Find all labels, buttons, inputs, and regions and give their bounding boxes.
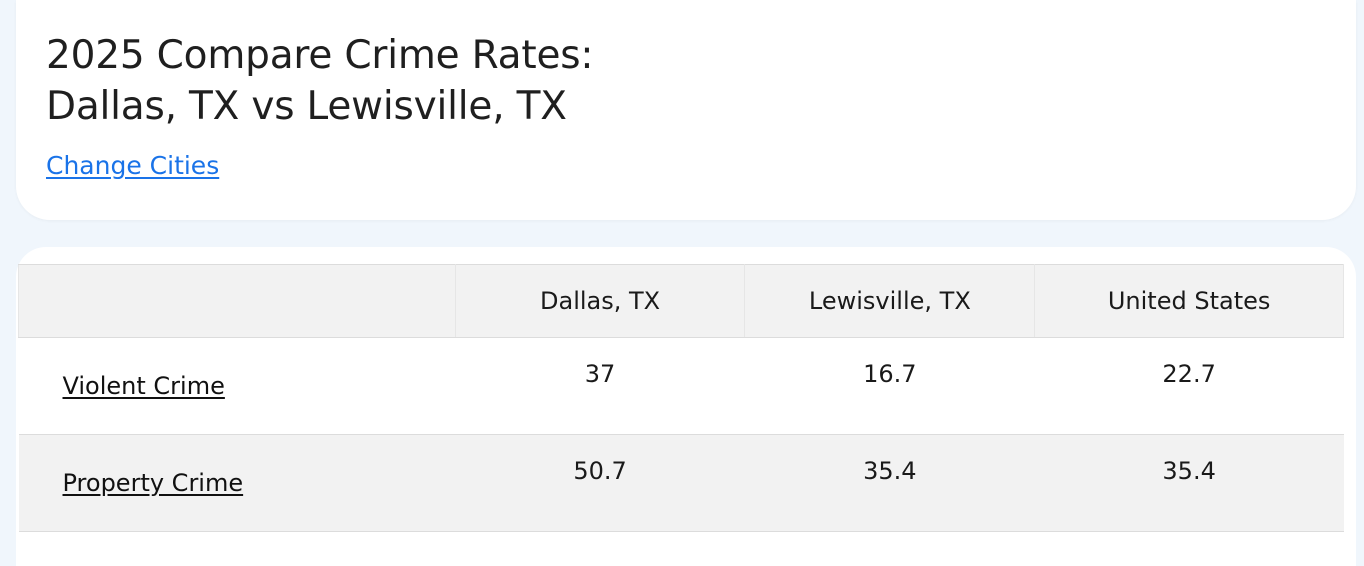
column-header-empty bbox=[18, 264, 456, 338]
row-label-cell: Violent Crime bbox=[18, 337, 456, 435]
table-cell-lewisville: 16.7 bbox=[744, 337, 1035, 435]
table-row: Violent Crime 37 16.7 22.7 bbox=[18, 337, 1344, 435]
table-header-row: Dallas, TX Lewisville, TX United States bbox=[18, 264, 1344, 338]
row-label-cell: Property Crime bbox=[18, 434, 456, 532]
page-title-line-2: Dallas, TX vs Lewisville, TX bbox=[46, 84, 567, 129]
column-header-lewisville: Lewisville, TX bbox=[744, 264, 1036, 338]
table-cell-dallas: 50.7 bbox=[455, 434, 745, 532]
column-header-dallas: Dallas, TX bbox=[454, 264, 746, 338]
table-row: Property Crime 50.7 35.4 35.4 bbox=[18, 434, 1344, 532]
title-card: 2025 Compare Crime Rates: Dallas, TX vs … bbox=[16, 0, 1356, 220]
violent-crime-link[interactable]: Violent Crime bbox=[62, 372, 225, 400]
table-cell-lewisville: 35.4 bbox=[744, 434, 1035, 532]
comparison-card: Dallas, TX Lewisville, TX United States … bbox=[16, 247, 1356, 566]
page-title-line-1: 2025 Compare Crime Rates: bbox=[46, 33, 594, 78]
table-cell-united-states: 22.7 bbox=[1034, 337, 1344, 435]
column-header-united-states: United States bbox=[1034, 264, 1344, 338]
page-title: 2025 Compare Crime Rates: Dallas, TX vs … bbox=[46, 30, 594, 132]
property-crime-link[interactable]: Property Crime bbox=[62, 469, 244, 497]
crime-comparison-table: Dallas, TX Lewisville, TX United States … bbox=[18, 264, 1344, 532]
table-cell-united-states: 35.4 bbox=[1034, 434, 1344, 532]
table-cell-dallas: 37 bbox=[455, 337, 745, 435]
change-cities-link[interactable]: Change Cities bbox=[46, 151, 220, 180]
